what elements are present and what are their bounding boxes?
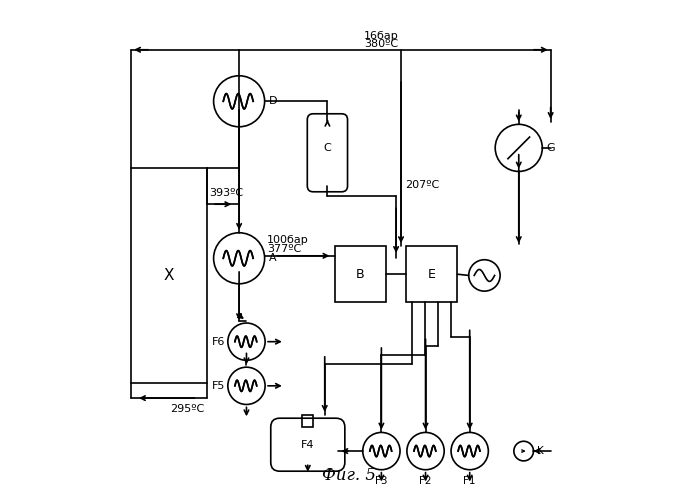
Text: B: B (356, 268, 365, 281)
Text: 207ºC: 207ºC (405, 180, 439, 190)
Text: E: E (428, 268, 435, 281)
Text: 16бар: 16бар (364, 31, 398, 41)
Text: G: G (546, 143, 555, 153)
Text: 393ºC: 393ºC (210, 188, 244, 198)
Bar (406, 246, 457, 303)
Text: C: C (324, 143, 331, 153)
Bar (335, 246, 387, 303)
Text: F5: F5 (212, 381, 225, 391)
Text: F4: F4 (301, 440, 315, 450)
Text: K: K (538, 446, 544, 456)
Text: F3: F3 (375, 476, 388, 486)
Bar (303, 415, 313, 427)
Text: F6: F6 (212, 337, 225, 347)
Text: F1: F1 (463, 476, 476, 486)
Text: 377ºC: 377ºC (267, 244, 301, 254)
Text: Фиг. 5: Фиг. 5 (322, 467, 377, 484)
Text: F2: F2 (419, 476, 432, 486)
Bar (131, 167, 207, 383)
Text: X: X (164, 268, 175, 283)
Text: 295ºC: 295ºC (171, 404, 205, 414)
Text: 100бар: 100бар (267, 235, 309, 245)
Text: A: A (268, 253, 276, 263)
Text: D: D (268, 96, 277, 106)
Text: 380ºC: 380ºC (364, 39, 398, 49)
